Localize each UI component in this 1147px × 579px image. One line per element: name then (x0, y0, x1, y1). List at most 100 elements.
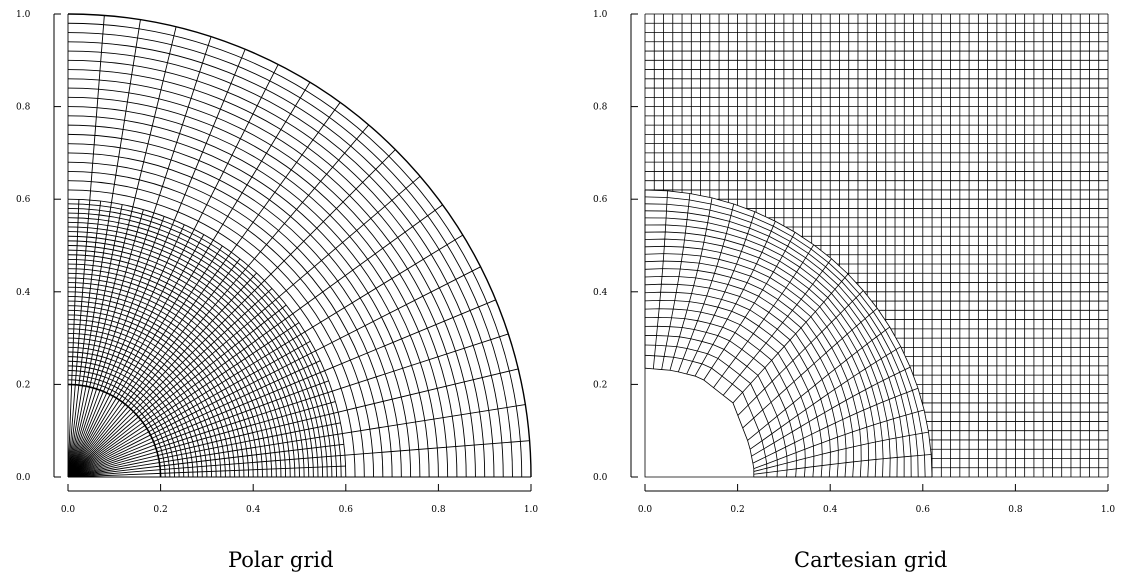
cart-mesh-line-circumferential (644, 224, 898, 478)
polar-ray-inner (67, 416, 139, 478)
polar-grid-caption: Polar grid (228, 548, 334, 572)
polar-ray-inner (67, 388, 98, 478)
polar-arc-middle (67, 235, 310, 478)
polar-ray-inner (67, 462, 160, 478)
polar-ray-inner (67, 389, 101, 478)
polar-ray-inner (67, 406, 129, 478)
polar-arc-outer (67, 22, 523, 478)
polar-ray-inner (67, 404, 126, 478)
polar-arc-outer (67, 69, 476, 478)
polar-ray-inner (67, 408, 132, 478)
polar-ray-inner (67, 401, 123, 478)
polar-arc-middle (67, 374, 171, 478)
polar-arc-outer (67, 133, 412, 478)
polar-arc-outer (67, 59, 486, 478)
polar-arc-outer (67, 13, 532, 478)
polar-arc-middle (67, 360, 185, 478)
polar-arc-outer (67, 87, 458, 478)
cartesian-grid-panel: 0.0 0.2 0.4 0.6 0.8 1.0 0.0 0.2 0.4 0.6 0.8 1.0 Car… (577, 0, 1147, 579)
polar-ray-inner (67, 386, 87, 478)
polar-grid-panel: 0.0 0.2 0.4 0.6 0.8 1.0 0.0 0.2 0.4 0.6 0.8 1.0 Pol… (0, 0, 570, 579)
polar-arc-middle (67, 286, 259, 478)
polar-arc-outer (67, 50, 495, 478)
cart-mesh-line-circumferential (644, 335, 788, 478)
cart-y-tick-label: 0.0 (593, 473, 608, 483)
polar-arc-outer (67, 170, 375, 478)
polar-arc-outer (67, 180, 365, 478)
polar-ray-inner (67, 451, 158, 478)
cart-axes (630, 13, 1109, 492)
polar-ray-inner (67, 385, 83, 478)
polar-arc-middle (67, 309, 236, 478)
polar-ray-inner (67, 395, 114, 478)
polar-ray-inner (67, 422, 144, 478)
polar-arc-middle (67, 365, 180, 478)
polar-arc-middle (67, 356, 189, 478)
polar-y-tick-label: 0.4 (16, 288, 31, 298)
polar-arc-outer (67, 152, 393, 478)
cart-x-tick-label: 0.4 (823, 505, 838, 515)
cart-mesh-line-circumferential (644, 253, 870, 478)
polar-arc-middle (67, 370, 175, 478)
polar-arc-middle (67, 249, 296, 478)
cart-mesh-line-circumferential (644, 189, 933, 478)
polar-ray-inner (67, 425, 146, 478)
polar-arc-outer (67, 161, 384, 478)
polar-arc-middle (67, 295, 250, 478)
cart-mesh-line-circumferential (644, 316, 806, 478)
polar-arc-middle (67, 245, 300, 478)
polar-arc-middle (67, 254, 291, 478)
polar-arc-middle (67, 379, 166, 478)
polar-arc-middle (67, 272, 273, 478)
polar-arc-middle (67, 314, 231, 478)
polar-ray-inner (67, 434, 151, 478)
cart-mesh-line-circumferential (644, 203, 919, 478)
polar-arc-middle (67, 319, 226, 478)
polar-ray-inner (67, 465, 161, 478)
polar-arc-inner-boundary (67, 383, 162, 478)
polar-arc-middle (67, 282, 263, 478)
cart-mesh-line-radial (753, 431, 929, 472)
cart-mesh-line-circumferential (644, 283, 839, 478)
polar-arc-middle (67, 328, 217, 478)
polar-arc-middle (67, 217, 328, 478)
cart-y-tick-label: 0.4 (593, 288, 608, 298)
polar-ray-inner (67, 444, 156, 478)
polar-x-tick-label: 0.8 (431, 505, 446, 515)
polar-arc-middle (67, 351, 194, 478)
polar-arc-middle (67, 268, 277, 478)
polar-arc-middle (67, 346, 199, 478)
cart-mesh-line-circumferential (644, 238, 884, 478)
cart-mesh-line-circumferential (644, 308, 815, 478)
polar-arc-outer (67, 189, 356, 478)
polar-ray-inner (67, 458, 159, 478)
cart-mesh-line-circumferential (644, 325, 797, 478)
polar-y-tick-label: 0.6 (16, 195, 31, 205)
polar-ray-inner (67, 384, 80, 478)
cart-mesh-line-circumferential (644, 275, 847, 478)
polar-ray-inner (67, 384, 73, 478)
polar-ray-inner (67, 392, 108, 478)
polar-arc-middle (67, 337, 208, 478)
polar-ray-inner (67, 386, 91, 478)
polar-y-tick-label: 0.0 (16, 473, 31, 483)
polar-arc-middle (67, 240, 305, 478)
polar-x-tick-label: 0.0 (61, 505, 76, 515)
polar-axes (53, 13, 532, 492)
polar-ray-inner (67, 447, 157, 478)
polar-arc-outer (67, 78, 467, 478)
polar-x-tick-label: 0.2 (153, 505, 167, 515)
cart-x-tick-label: 0.0 (638, 505, 653, 515)
polar-x-tick-label: 0.4 (246, 505, 261, 515)
cartesian-grid-figure: 0.0 0.2 0.4 0.6 0.8 1.0 0.0 0.2 0.4 0.6 0.8 1.0 (593, 10, 1115, 515)
polar-arc-middle (67, 291, 254, 478)
cart-y-tick-label: 1.0 (593, 10, 608, 20)
polar-arc-middle (67, 231, 314, 478)
polar-ray-inner (67, 419, 141, 478)
cart-mesh-line-circumferential (644, 196, 926, 478)
polar-arc-outer (67, 32, 513, 478)
polar-arc-middle (67, 258, 287, 478)
polar-ray-inner (67, 454, 159, 478)
polar-ray-inner (67, 397, 117, 478)
cartesian-grid-caption: Cartesian grid (794, 548, 948, 572)
